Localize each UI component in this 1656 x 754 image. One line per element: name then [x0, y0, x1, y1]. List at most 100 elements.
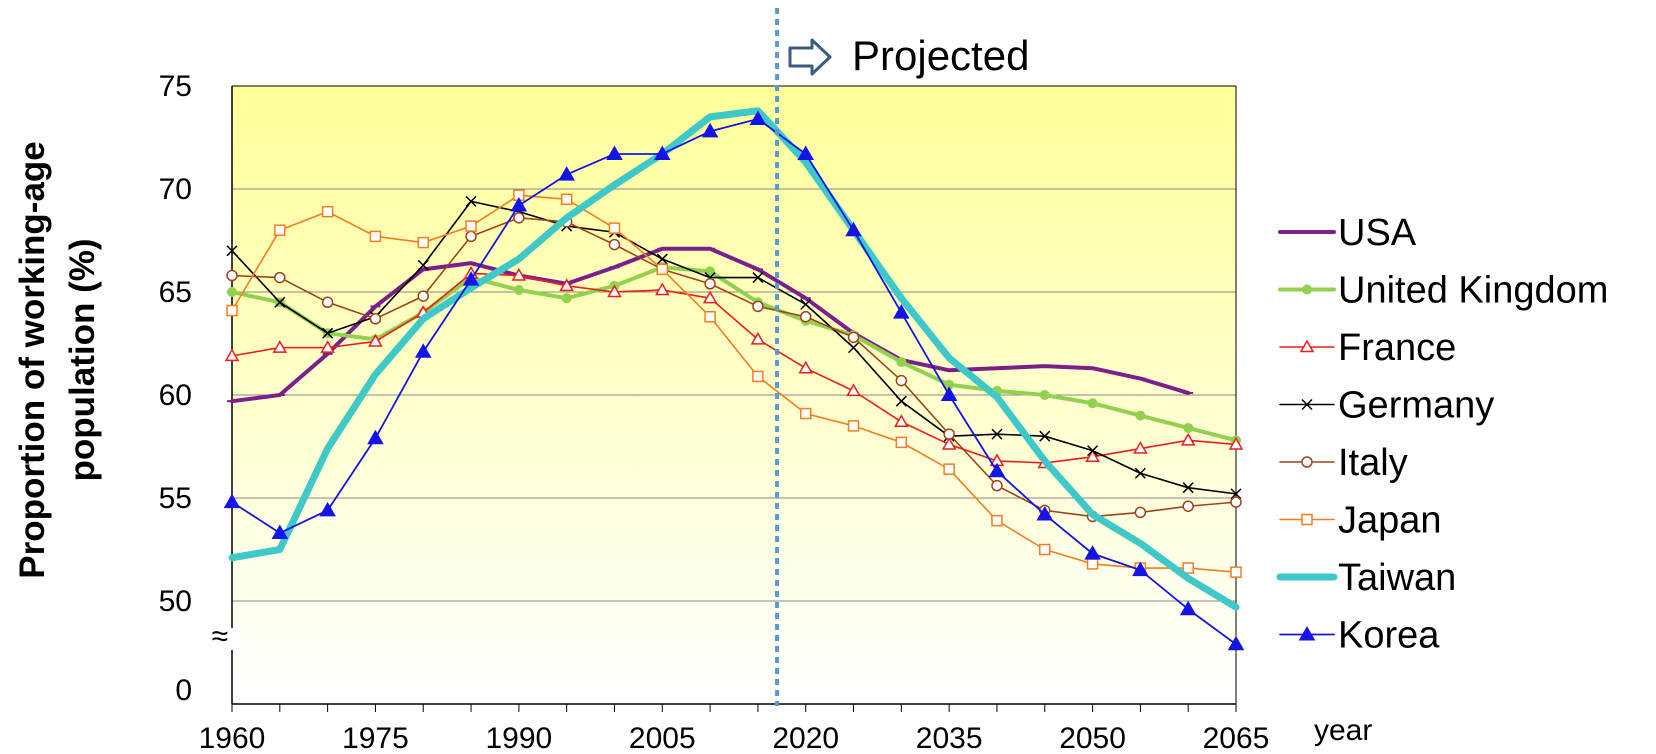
axes [222, 85, 1237, 712]
x-tick-label: 2020 [772, 722, 839, 754]
data-point-germany [417, 259, 429, 271]
data-point-united-kingdom [705, 266, 716, 277]
x-tick-label: 2035 [916, 722, 983, 754]
data-point-korea [1227, 635, 1245, 651]
data-point-japan [799, 407, 812, 420]
x-tick-label: 1975 [342, 722, 409, 754]
legend: USA United Kingdom France Germany Italy Japan… [1276, 212, 1608, 657]
data-point-korea [319, 501, 336, 517]
data-point-japan [417, 236, 429, 249]
legend-marker-korea [1298, 625, 1316, 641]
data-point-italy [704, 278, 716, 290]
data-point-korea [271, 524, 289, 540]
series-taiwan [228, 107, 1240, 611]
data-point-united-kingdom [896, 357, 907, 368]
data-point-italy [943, 428, 955, 440]
data-point-korea [845, 221, 862, 237]
data-point-germany [274, 296, 286, 308]
data-point-italy [895, 374, 908, 387]
legend-label-united-kingdom: United Kingdom [1338, 270, 1608, 312]
data-point-korea [1036, 505, 1054, 521]
data-point-germany [895, 395, 907, 407]
series-germany [226, 195, 1242, 500]
legend-item-usa: USA [1278, 212, 1417, 254]
series-france [224, 265, 1244, 469]
legend-label-korea: Korea [1338, 615, 1440, 657]
data-point-italy [369, 313, 382, 325]
data-point-germany [1230, 488, 1242, 500]
legend-item-germany: Germany [1279, 385, 1494, 427]
data-point-germany [800, 298, 812, 310]
data-point-japan [847, 420, 860, 432]
data-point-germany [991, 428, 1003, 440]
data-point-italy [752, 300, 764, 313]
data-point-italy [274, 271, 286, 284]
data-point-france [368, 333, 383, 347]
data-point-france [702, 290, 718, 304]
legend-item-korea: Korea [1279, 615, 1440, 657]
axis-break-symbol: ≈ [212, 620, 228, 653]
data-point-germany [1087, 445, 1099, 457]
y-tick-label: 70 [159, 173, 192, 206]
data-point-korea [749, 110, 767, 125]
data-point-france [320, 340, 335, 353]
data-point-japan [1086, 558, 1099, 570]
data-point-france [1228, 436, 1244, 450]
data-point-germany [322, 327, 334, 339]
data-point-korea [558, 166, 575, 181]
x-tick-label: 1960 [199, 722, 266, 754]
data-point-germany [656, 253, 668, 265]
data-point-korea [462, 271, 480, 286]
data-point-korea [223, 493, 241, 509]
legend-marker-united-kingdom [1302, 284, 1312, 295]
legend-item-france: France [1279, 327, 1456, 369]
data-point-japan [991, 514, 1003, 527]
data-point-japan [321, 205, 334, 218]
legend-label-taiwan: Taiwan [1338, 557, 1456, 599]
data-point-united-kingdom [1039, 390, 1050, 400]
data-point-united-kingdom [513, 284, 524, 295]
data-point-italy [847, 331, 860, 344]
legend-item-taiwan: Taiwan [1276, 557, 1456, 599]
data-point-france [1085, 449, 1100, 463]
data-point-italy [226, 269, 238, 282]
y-tick-label: 65 [159, 276, 192, 309]
y-axis-label-line2: population (%) [63, 238, 102, 481]
series-line-taiwan [228, 107, 1240, 611]
legend-label-usa: USA [1338, 212, 1417, 254]
data-point-italy [1230, 496, 1242, 508]
data-point-france [1180, 432, 1196, 446]
series-line-korea [231, 118, 1237, 646]
data-point-germany [465, 195, 477, 207]
data-point-italy [321, 296, 334, 309]
legend-label-japan: Japan [1338, 500, 1442, 542]
data-point-korea [510, 196, 528, 212]
data-point-japan [274, 224, 286, 236]
legend-marker-germany [1301, 398, 1313, 411]
data-point-united-kingdom [1087, 398, 1098, 409]
series-line-france [231, 272, 1237, 464]
data-point-france [559, 278, 574, 292]
data-point-france [272, 340, 288, 353]
series-usa [227, 246, 1194, 404]
series-line-japan [231, 194, 1237, 573]
y-tick-label: 50 [159, 585, 192, 618]
x-tick-label: 1990 [485, 722, 552, 754]
legend-label-italy: Italy [1338, 442, 1408, 484]
data-point-germany [847, 342, 860, 354]
y-tick-labels: 75 70 65 60 55 50 0 [159, 70, 192, 707]
legend-item-italy: Italy [1279, 442, 1408, 484]
data-point-japan [656, 263, 669, 276]
data-point-united-kingdom [1183, 422, 1194, 433]
data-point-germany [1134, 467, 1146, 479]
data-point-united-kingdom [944, 379, 955, 390]
data-point-korea [988, 462, 1006, 478]
data-point-korea [940, 386, 958, 401]
data-point-france [750, 331, 766, 345]
data-point-italy [465, 230, 477, 243]
data-point-france [1133, 441, 1148, 454]
data-point-japan [369, 230, 382, 243]
data-point-korea [1084, 545, 1101, 560]
data-point-japan [895, 436, 908, 449]
